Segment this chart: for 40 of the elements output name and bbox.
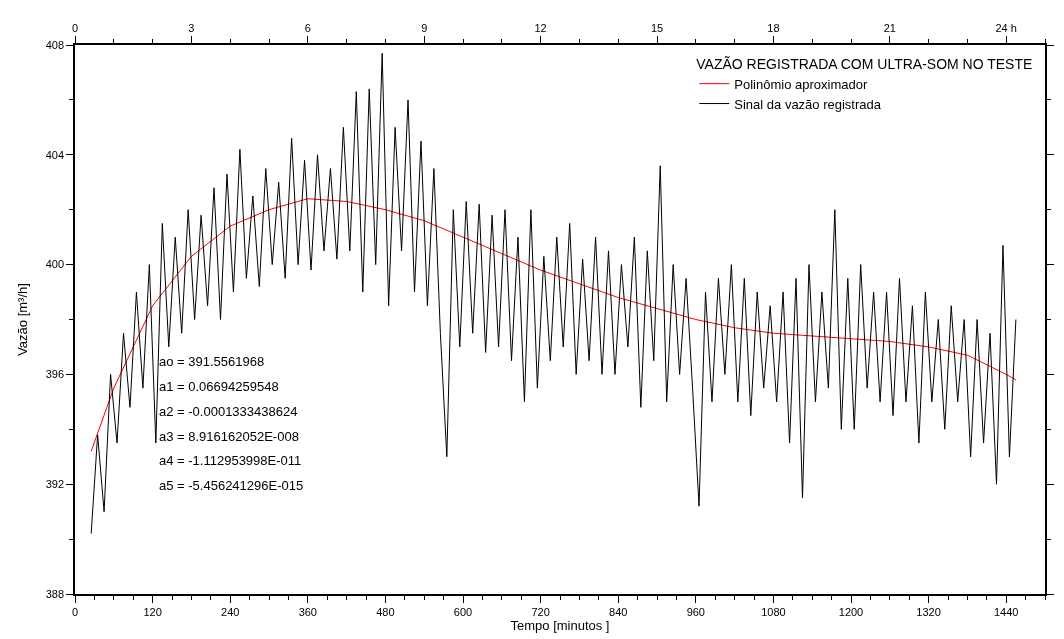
annotation: a4 = -1.112953998E-011 (159, 453, 302, 468)
y-axis-title: Vazão [m³/h] (15, 283, 31, 356)
legend-label: Polinômio aproximador (734, 76, 868, 92)
y-tick-label: 404 (45, 148, 65, 161)
x-tick-label: 840 (609, 605, 628, 618)
x2-tick-label: 9 (421, 21, 428, 34)
y-tick-label: 388 (45, 587, 65, 600)
x-tick-label: 960 (686, 605, 705, 618)
x2-tick-label: 6 (304, 21, 311, 34)
x-tick-label: 720 (531, 605, 550, 618)
annotation: a3 = 8.916162052E-008 (159, 429, 299, 444)
x2-tick-label: 0 (71, 21, 79, 34)
x-tick-label: 1200 (838, 605, 864, 618)
y-tick-label: 396 (45, 368, 65, 381)
x-tick-label: 360 (298, 605, 317, 618)
x-axis-title: Tempo [minutos ] (510, 617, 610, 633)
x-tick-label: 120 (143, 605, 162, 618)
legend-title: VAZÃO REGISTRADA COM ULTRA-SOM NO TESTE (696, 55, 1033, 72)
x2-tick-label: 21 (883, 21, 896, 34)
annotation: a2 = -0.0001333438624 (159, 404, 298, 419)
y-tick-label: 392 (45, 478, 65, 491)
x-tick-label: 240 (221, 605, 240, 618)
x-tick-label: 1440 (993, 605, 1019, 618)
x2-tick-label: 24 h (995, 21, 1017, 34)
x-tick-label: 0 (71, 605, 79, 618)
x2-tick-label: 15 (650, 21, 664, 34)
line-series (90, 198, 1017, 452)
x-tick-label: 1080 (761, 605, 786, 618)
x-tick-label: 1320 (916, 605, 941, 618)
x2-tick-label: 12 (534, 21, 547, 34)
x-tick-label: 600 (453, 605, 473, 618)
y-tick-label: 400 (45, 258, 65, 271)
annotation: a5 = -5.456241296E-015 (159, 478, 304, 493)
y-tick-label: 408 (45, 38, 65, 51)
x2-tick-label: 18 (767, 21, 780, 34)
annotation: a1 = 0.06694259548 (159, 379, 279, 394)
annotation: ao = 391.5561968 (159, 354, 265, 369)
x2-tick-label: 3 (188, 21, 195, 34)
x-tick-label: 480 (376, 605, 395, 618)
legend-label: Sinal da vazão registrada (734, 96, 882, 112)
